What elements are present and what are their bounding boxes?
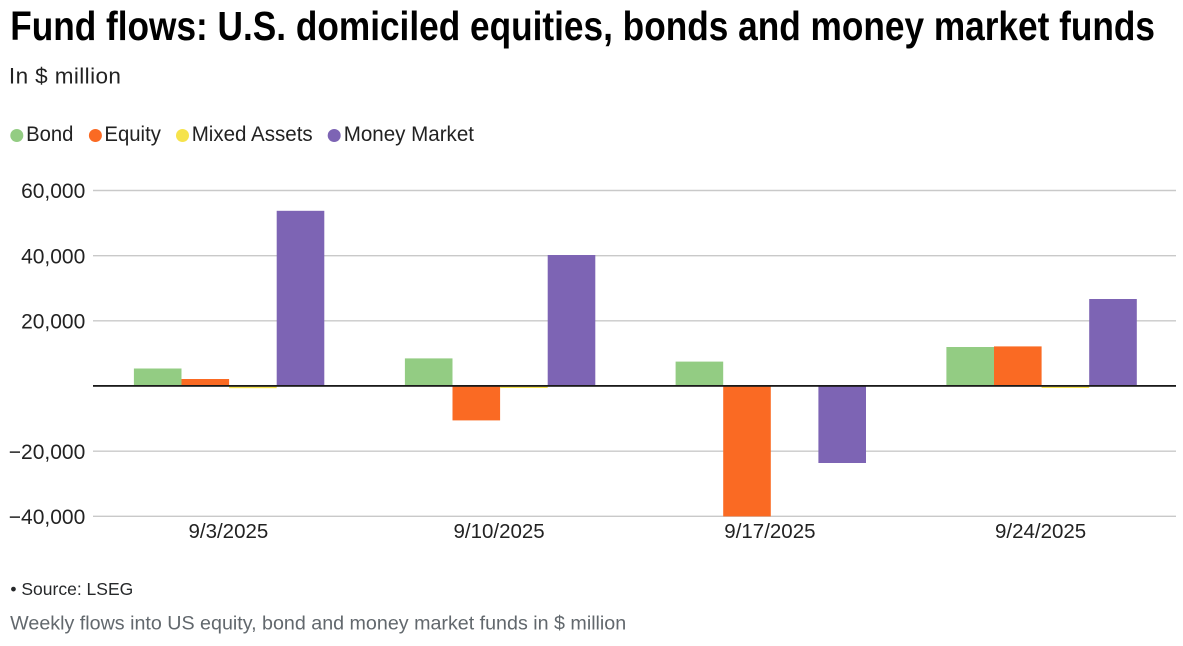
svg-text:Fund flows: U.S. domiciled equ: Fund flows: U.S. domiciled equities, bon… <box>10 3 1155 49</box>
svg-text:Mixed Assets: Mixed Assets <box>192 122 313 146</box>
svg-text:9/24/2025: 9/24/2025 <box>995 520 1086 543</box>
svg-text:60,000: 60,000 <box>21 180 85 203</box>
svg-text:20,000: 20,000 <box>21 311 85 334</box>
svg-text:9/10/2025: 9/10/2025 <box>453 520 544 543</box>
svg-text:• Source: LSEG: • Source: LSEG <box>10 579 133 599</box>
svg-text:9/3/2025: 9/3/2025 <box>188 520 268 543</box>
svg-text:40,000: 40,000 <box>21 245 85 268</box>
svg-text:Equity: Equity <box>104 122 161 146</box>
svg-text:9/17/2025: 9/17/2025 <box>724 520 815 543</box>
svg-text:−40,000: −40,000 <box>9 506 86 529</box>
svg-text:−20,000: −20,000 <box>9 441 86 464</box>
svg-text:In $ million: In $ million <box>9 63 121 88</box>
svg-text:Weekly flows into US equity, b: Weekly flows into US equity, bond and mo… <box>10 614 626 635</box>
svg-text:Bond: Bond <box>26 122 73 146</box>
svg-text:Money Market: Money Market <box>344 122 474 146</box>
